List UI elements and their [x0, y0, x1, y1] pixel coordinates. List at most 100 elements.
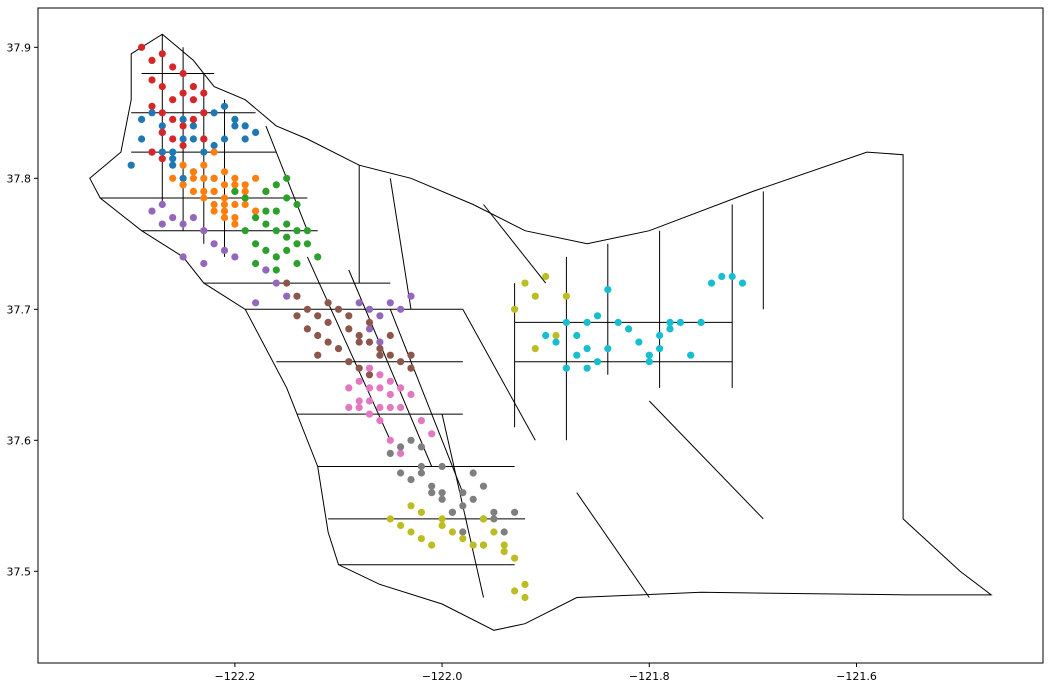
- scatter-point: [283, 220, 291, 228]
- scatter-point: [386, 299, 394, 307]
- scatter-point: [407, 390, 415, 399]
- x-tick-label: −122.0: [422, 670, 463, 683]
- scatter-point: [241, 122, 249, 130]
- scatter-point: [179, 174, 187, 182]
- scatter-point: [500, 548, 508, 556]
- scatter-point: [158, 109, 166, 117]
- scatter-point: [179, 115, 187, 123]
- scatter-point: [169, 135, 177, 143]
- scatter-point: [376, 338, 384, 346]
- scatter-point: [179, 141, 187, 150]
- scatter-point: [293, 259, 301, 268]
- scatter-point: [262, 220, 270, 228]
- scatter-point: [138, 135, 146, 143]
- scatter-point: [625, 325, 633, 333]
- scatter-point: [252, 240, 260, 248]
- scatter-point: [169, 96, 177, 104]
- scatter-point: [200, 194, 208, 202]
- scatter-point: [479, 482, 488, 490]
- scatter-point: [231, 115, 239, 123]
- scatter-point: [293, 240, 301, 248]
- scatter-point: [428, 430, 436, 438]
- plot-frame: [37, 7, 1044, 664]
- scatter-point: [500, 528, 508, 536]
- scatter-point: [397, 449, 405, 457]
- scatter-point: [220, 194, 229, 202]
- scatter-point: [479, 515, 488, 523]
- scatter-point: [158, 122, 166, 130]
- scatter-point: [283, 174, 291, 182]
- scatter-point: [542, 272, 550, 281]
- y-tick-label: 37.8: [7, 172, 32, 185]
- scatter-point: [220, 168, 229, 176]
- scatter-point: [148, 207, 156, 215]
- scatter-point: [179, 135, 187, 143]
- scatter-point: [417, 462, 425, 471]
- scatter-point: [397, 305, 405, 313]
- scatter-point: [334, 345, 343, 353]
- scatter-point: [252, 207, 260, 215]
- scatter-point: [200, 161, 208, 169]
- scatter-point: [459, 502, 467, 510]
- scatter-point: [158, 200, 166, 209]
- scatter-point: [169, 174, 177, 182]
- scatter-point: [283, 279, 291, 287]
- scatter-point: [407, 502, 415, 510]
- scatter-point: [386, 351, 394, 359]
- scatter-point: [490, 508, 498, 516]
- y-tick-label: 37.6: [7, 434, 32, 447]
- scatter-point: [345, 312, 353, 320]
- scatter-point: [417, 417, 425, 425]
- scatter-point: [210, 141, 218, 150]
- scatter-point: [438, 495, 446, 503]
- scatter-point: [283, 194, 291, 202]
- scatter-point: [272, 227, 280, 235]
- scatter-point: [314, 312, 322, 320]
- scatter-point: [138, 43, 146, 51]
- scatter-point: [231, 200, 239, 209]
- scatter-point: [189, 83, 197, 91]
- scatter-point: [210, 200, 218, 209]
- scatter-point: [355, 397, 363, 405]
- scatter-point: [179, 220, 187, 228]
- scatter-point: [241, 187, 249, 195]
- scatter-point: [510, 587, 519, 595]
- scatter-point: [562, 318, 571, 326]
- scatter-point: [531, 292, 539, 300]
- scatter-point: [189, 135, 197, 143]
- scatter-point: [562, 364, 571, 372]
- scatter-point: [158, 148, 166, 156]
- scatter-point: [573, 331, 581, 340]
- scatter-point: [231, 220, 239, 228]
- scatter-point: [189, 115, 197, 123]
- scatter-point: [407, 476, 415, 484]
- scatter-point: [469, 469, 477, 477]
- scatter-point: [428, 489, 436, 497]
- scatter-point: [365, 397, 374, 405]
- scatter-point: [262, 187, 270, 195]
- scatter-point: [397, 469, 405, 477]
- scatter-point: [407, 292, 415, 300]
- scatter-point: [293, 292, 301, 300]
- scatter-point: [189, 174, 197, 182]
- scatter-point: [687, 351, 695, 359]
- scatter-point: [345, 325, 353, 333]
- plot-area: [89, 33, 993, 631]
- scatter-point: [189, 122, 197, 130]
- scatter-point: [645, 351, 653, 359]
- scatter-point: [345, 403, 353, 412]
- scatter-point: [728, 272, 736, 281]
- scatter-point: [200, 148, 208, 156]
- scatter-point: [438, 489, 446, 497]
- scatter-point: [189, 187, 197, 195]
- scatter-point: [583, 345, 591, 353]
- scatter-point: [614, 318, 622, 326]
- scatter-point: [376, 384, 384, 392]
- scatter-point: [521, 580, 529, 589]
- scatter-point: [376, 351, 384, 359]
- scatter-point: [231, 253, 239, 261]
- scatter-point: [314, 331, 322, 340]
- scatter-point: [303, 325, 311, 333]
- scatter-point: [365, 338, 374, 346]
- scatter-point: [231, 214, 239, 222]
